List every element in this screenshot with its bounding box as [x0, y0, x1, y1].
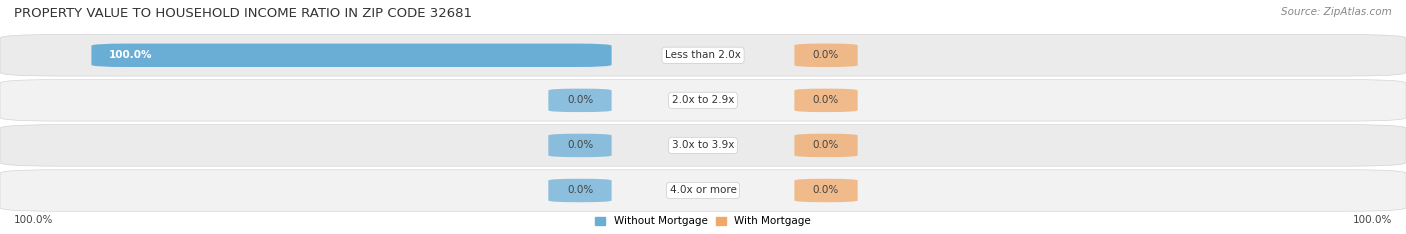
- FancyBboxPatch shape: [548, 89, 612, 112]
- FancyBboxPatch shape: [91, 44, 612, 67]
- Text: 0.0%: 0.0%: [568, 95, 593, 105]
- FancyBboxPatch shape: [794, 179, 858, 202]
- Text: 3.0x to 3.9x: 3.0x to 3.9x: [672, 140, 734, 150]
- FancyBboxPatch shape: [548, 179, 612, 202]
- Text: 100.0%: 100.0%: [14, 215, 53, 225]
- FancyBboxPatch shape: [794, 44, 858, 67]
- FancyBboxPatch shape: [0, 170, 1406, 211]
- Text: 100.0%: 100.0%: [110, 50, 152, 60]
- Text: 0.0%: 0.0%: [568, 186, 593, 195]
- Text: Less than 2.0x: Less than 2.0x: [665, 50, 741, 60]
- FancyBboxPatch shape: [794, 134, 858, 157]
- Text: 0.0%: 0.0%: [813, 140, 838, 150]
- Text: PROPERTY VALUE TO HOUSEHOLD INCOME RATIO IN ZIP CODE 32681: PROPERTY VALUE TO HOUSEHOLD INCOME RATIO…: [14, 7, 472, 20]
- FancyBboxPatch shape: [0, 35, 1406, 76]
- Text: 0.0%: 0.0%: [813, 50, 838, 60]
- Text: 2.0x to 2.9x: 2.0x to 2.9x: [672, 95, 734, 105]
- Text: 4.0x or more: 4.0x or more: [669, 186, 737, 195]
- Text: Source: ZipAtlas.com: Source: ZipAtlas.com: [1281, 7, 1392, 17]
- Text: 100.0%: 100.0%: [1353, 215, 1392, 225]
- Text: 0.0%: 0.0%: [813, 186, 838, 195]
- Text: 0.0%: 0.0%: [813, 95, 838, 105]
- FancyBboxPatch shape: [794, 89, 858, 112]
- Legend: Without Mortgage, With Mortgage: Without Mortgage, With Mortgage: [595, 216, 811, 227]
- FancyBboxPatch shape: [0, 125, 1406, 166]
- FancyBboxPatch shape: [0, 80, 1406, 121]
- Text: 0.0%: 0.0%: [568, 140, 593, 150]
- FancyBboxPatch shape: [548, 134, 612, 157]
